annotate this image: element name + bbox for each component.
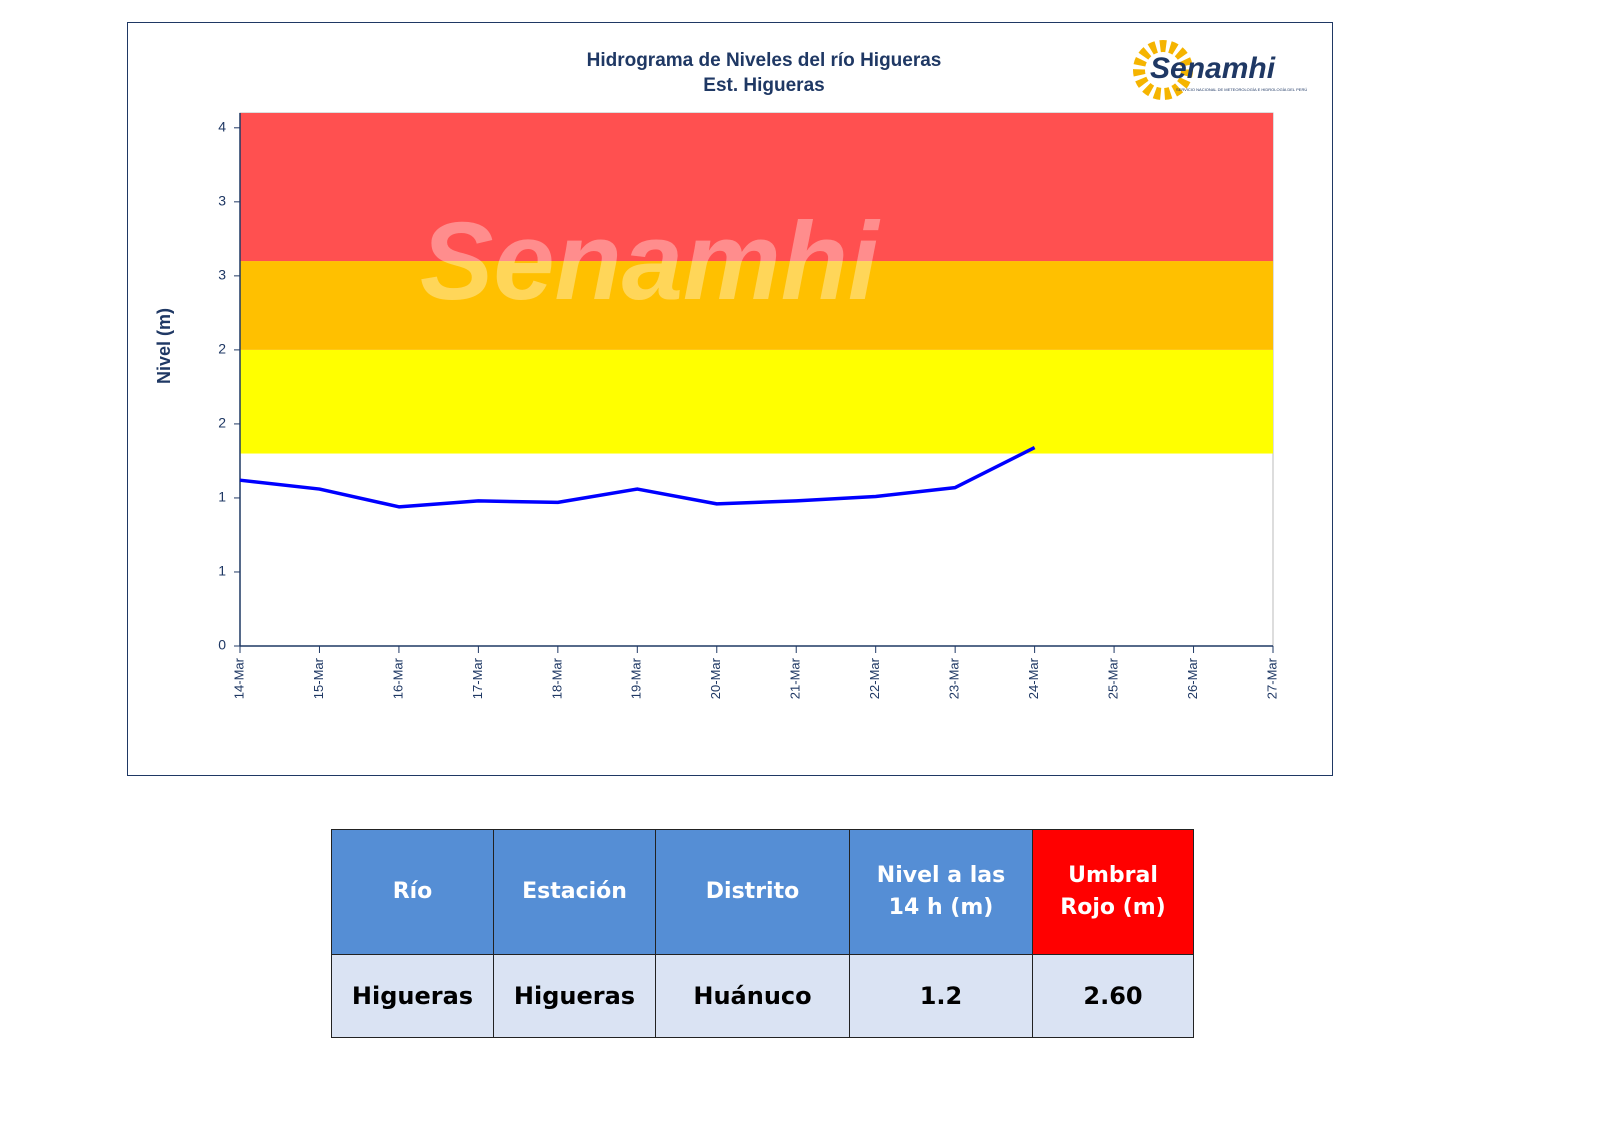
x-tick-label: 20-Mar bbox=[708, 657, 723, 699]
x-tick-label: 14-Mar bbox=[231, 657, 246, 699]
threshold-band bbox=[240, 349, 1273, 454]
series-line bbox=[239, 446, 1036, 509]
data-table: Río Estación Distrito Nivel a las 14 h (… bbox=[331, 829, 1194, 1038]
threshold-band bbox=[240, 261, 1273, 350]
logo-subtext: SERVICIO NACIONAL DE METEOROLOGÍA E HIDR… bbox=[1176, 87, 1307, 92]
table-cell: 2.60 bbox=[1032, 954, 1194, 1038]
y-tick-label: 0 bbox=[218, 637, 226, 653]
table-header: Río bbox=[331, 829, 494, 955]
watermark: Senamhi bbox=[420, 200, 881, 323]
y-tick-label: 2 bbox=[218, 415, 226, 431]
x-tick-label: 19-Mar bbox=[629, 657, 644, 699]
y-tick-label: 2 bbox=[218, 341, 226, 357]
logo: Senamhi SERVICIO NACIONAL DE METEOROLOGÍ… bbox=[1133, 40, 1307, 100]
table-cell: Huánuco bbox=[655, 954, 850, 1038]
x-tick-label: 23-Mar bbox=[947, 657, 962, 699]
y-tick-label: 3 bbox=[218, 193, 226, 209]
x-tick-label: 15-Mar bbox=[311, 657, 326, 699]
logo-sun bbox=[1133, 40, 1193, 100]
table-header: Nivel a las 14 h (m) bbox=[849, 829, 1033, 955]
x-tick-label: 21-Mar bbox=[788, 657, 803, 699]
table-cell: 1.2 bbox=[849, 954, 1033, 1038]
logo-text: Senamhi bbox=[1150, 52, 1276, 85]
x-tick-label: 16-Mar bbox=[390, 657, 405, 699]
y-tick-label: 4 bbox=[218, 119, 226, 135]
table-header: Distrito bbox=[655, 829, 850, 955]
y-tick-label: 1 bbox=[218, 563, 226, 579]
table-header: Estación bbox=[493, 829, 656, 955]
threshold-band bbox=[240, 113, 1273, 262]
table-cell: Higueras bbox=[493, 954, 656, 1038]
x-tick-label: 17-Mar bbox=[470, 657, 485, 699]
x-tick-label: 22-Mar bbox=[867, 657, 882, 699]
chart: Senamhi Hidrograma de Niveles del río Hi… bbox=[127, 22, 1333, 776]
chart-subtitle: Est. Higueras bbox=[703, 75, 824, 96]
chart-title: Hidrograma de Niveles del río Higueras bbox=[587, 50, 942, 71]
y-tick-label: 1 bbox=[218, 489, 226, 505]
x-tick-label: 27-Mar bbox=[1264, 657, 1279, 699]
x-tick-label: 24-Mar bbox=[1026, 657, 1041, 699]
y-axis-label: Nivel (m) bbox=[154, 308, 174, 384]
x-tick-label: 18-Mar bbox=[549, 657, 564, 699]
table-header: Umbral Rojo (m) bbox=[1032, 829, 1194, 955]
x-tick-label: 25-Mar bbox=[1106, 657, 1121, 699]
table-cell: Higueras bbox=[331, 954, 494, 1038]
y-tick-label: 3 bbox=[218, 267, 226, 283]
x-tick-label: 26-Mar bbox=[1185, 657, 1200, 699]
